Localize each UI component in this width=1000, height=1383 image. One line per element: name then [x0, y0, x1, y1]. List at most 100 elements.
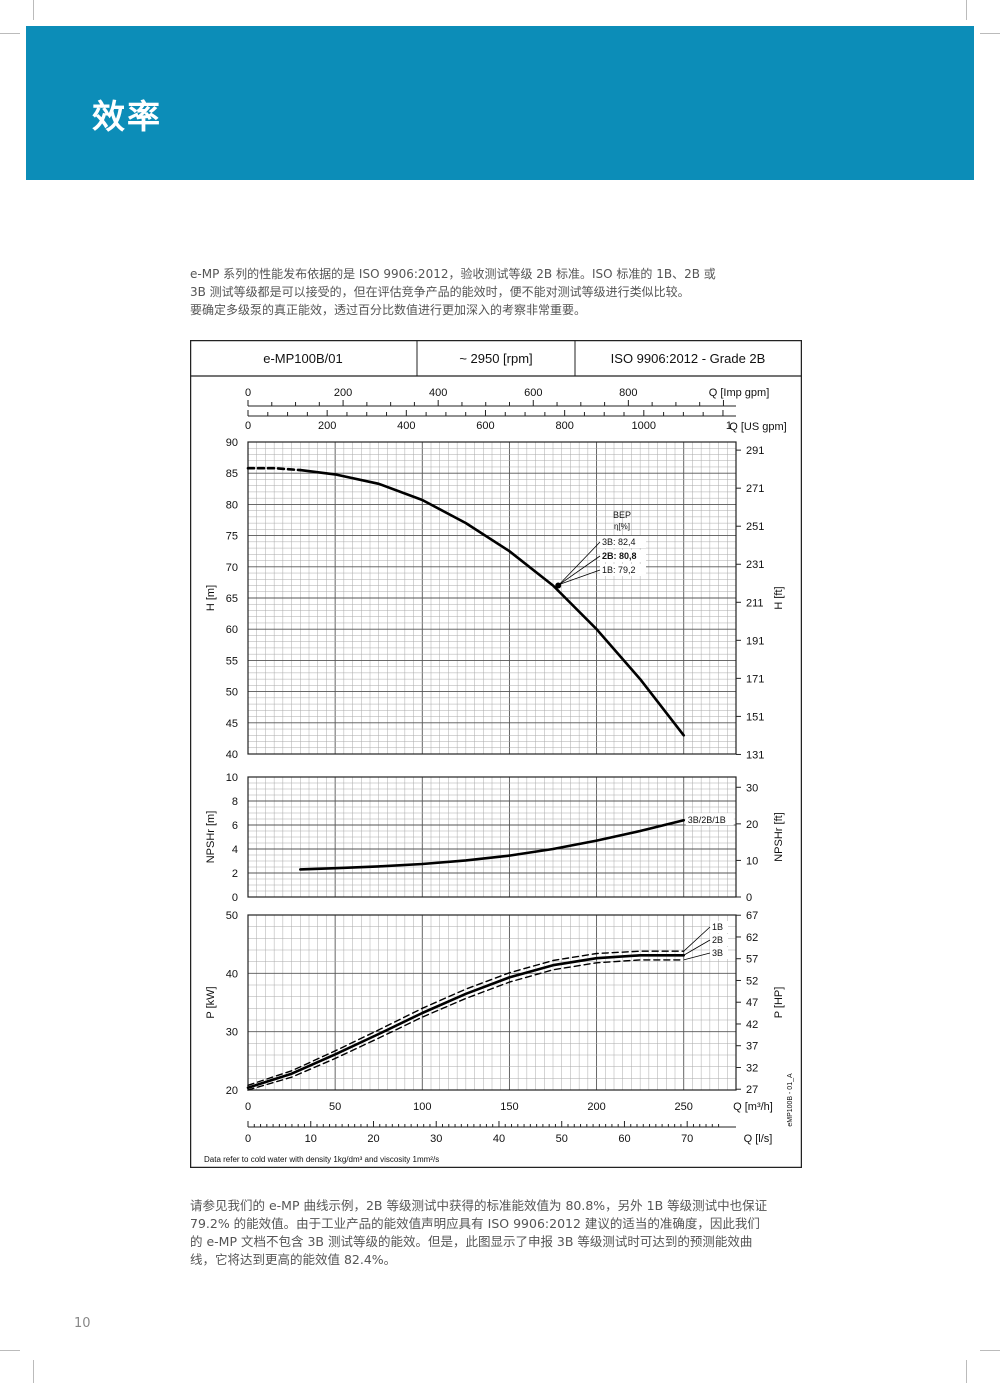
power-right-tick: 42 — [746, 1019, 758, 1031]
power-leader — [683, 952, 711, 961]
us-gpm-tick-label: 1 — [726, 420, 732, 432]
head-y-tick: 60 — [226, 624, 238, 636]
power-y-label-right: P [HP] — [773, 987, 785, 1019]
imp-gpm-tick-label: 600 — [524, 387, 542, 399]
bep-label: 1B: 79,2 — [602, 565, 636, 575]
pump-curve-svg: e-MP100B/01 ~ 2950 [rpm] ISO 9906:2012 - G… — [189, 339, 803, 1169]
bep-title: BEP — [613, 510, 631, 520]
npsh-y-tick: 2 — [232, 868, 238, 880]
ls-tick-label: 40 — [493, 1133, 505, 1145]
power-right-tick: 62 — [746, 932, 758, 944]
power-right-tick: 67 — [746, 910, 758, 922]
power-y-label: P [kW] — [205, 986, 217, 1018]
header-speed: ~ 2950 [rpm] — [459, 351, 532, 366]
npsh-y-label-right: NPSHr [ft] — [773, 812, 785, 862]
npsh-series-label: 3B/2B/1B — [688, 815, 726, 825]
head-right-tick: 231 — [746, 559, 764, 571]
ls-tick-label: 50 — [556, 1133, 568, 1145]
us-gpm-tick-label: 400 — [397, 420, 415, 432]
bep-label-bg — [600, 564, 646, 576]
bep-leader — [558, 541, 601, 585]
outro-line: 79.2% 的能效值。由于工业产品的能效值声明应具有 ISO 9906:2012… — [190, 1216, 760, 1231]
chart-frame — [189, 339, 803, 1169]
power-right-tick: 37 — [746, 1041, 758, 1053]
m3h-tick-label: 100 — [413, 1101, 431, 1113]
power-right-tick: 27 — [746, 1084, 758, 1096]
crop-mark — [33, 0, 34, 20]
intro-line: e-MP 系列的性能发布依据的是 ISO 9906:2012，验收测试等级 2B… — [190, 267, 716, 281]
power-label-bg — [710, 921, 728, 933]
imp-gpm-tick-label: 400 — [429, 387, 447, 399]
power-y-tick: 40 — [226, 968, 238, 980]
page-title: 效率 — [92, 97, 162, 136]
header-model: e-MP100B/01 — [263, 351, 343, 366]
head-y-tick: 50 — [226, 687, 238, 699]
head-y-tick: 80 — [226, 499, 238, 511]
power-y-tick: 30 — [226, 1027, 238, 1039]
power-series-label: 2B — [712, 935, 723, 945]
npsh-y-tick: 8 — [232, 796, 238, 808]
head-y-tick: 85 — [226, 468, 238, 480]
power-label-bg — [710, 934, 728, 946]
head-right-tick: 291 — [746, 445, 764, 457]
m3h-tick-label: 250 — [675, 1101, 693, 1113]
npsh-right-tick: 20 — [746, 819, 758, 831]
npsh-right-tick: 10 — [746, 855, 758, 867]
head-y-label: H [m] — [205, 585, 217, 611]
power-leader — [683, 939, 711, 956]
npsh-y-tick: 6 — [232, 820, 238, 832]
power-y-tick: 20 — [226, 1085, 238, 1097]
outro-line: 的 e-MP 文档不包含 3B 测试等级的能效。但是，此图显示了申报 3B 等级… — [190, 1234, 753, 1249]
us-gpm-tick-label: 800 — [555, 420, 573, 432]
npsh-curve — [299, 818, 685, 871]
bep-unit: η[%] — [614, 522, 630, 531]
head-right-tick: 211 — [746, 597, 764, 609]
m3h-tick-label: 50 — [329, 1101, 341, 1113]
power-series-label: 1B — [712, 922, 723, 932]
head-y-label-right: H [ft] — [773, 586, 785, 609]
head-plot-border — [247, 441, 737, 755]
crop-mark — [980, 1350, 1000, 1351]
power-right-tick: 32 — [746, 1062, 758, 1074]
ls-tick-label: 10 — [305, 1133, 317, 1145]
bep-label-bg — [600, 550, 646, 562]
conclusion-paragraph: 请参见我们的 e-MP 曲线示例，2B 等级测试中获得的标准能效值为 80.8%… — [190, 1197, 830, 1269]
chart-code: eMP100B - 01_A — [787, 1073, 794, 1127]
ls-tick-label: 70 — [681, 1133, 693, 1145]
power-curve-2b — [246, 954, 685, 1089]
crop-mark — [980, 33, 1000, 34]
us-gpm-tick-label: 200 — [318, 420, 336, 432]
chart-footnote: Data refer to cold water with density 1k… — [204, 1155, 439, 1164]
us-gpm-tick-label: 600 — [476, 420, 494, 432]
ls-axis-label: Q [l/s] — [744, 1133, 773, 1145]
head-y-tick: 40 — [226, 749, 238, 761]
power-leader — [683, 926, 711, 952]
crop-mark — [33, 1360, 34, 1383]
outro-line: 请参见我们的 e-MP 曲线示例，2B 等级测试中获得的标准能效值为 80.8%… — [190, 1198, 768, 1213]
head-y-tick: 45 — [226, 718, 238, 730]
npsh-y-tick: 4 — [232, 844, 238, 856]
us-gpm-tick-label: 0 — [245, 420, 251, 432]
head-right-tick: 131 — [746, 749, 764, 761]
us-gpm-tick-label: 1000 — [632, 420, 656, 432]
bep-label: 2B: 80,8 — [602, 551, 637, 561]
outro-line: 线，它将达到更高的能效值 82.4%。 — [190, 1252, 397, 1267]
crop-mark — [0, 1350, 20, 1351]
head-right-tick: 171 — [746, 673, 764, 685]
head-y-tick: 55 — [226, 655, 238, 667]
crop-mark — [0, 33, 20, 34]
intro-paragraph: e-MP 系列的性能发布依据的是 ISO 9906:2012，验收测试等级 2B… — [190, 265, 810, 319]
power-y-tick: 50 — [226, 910, 238, 922]
head-y-tick: 65 — [226, 593, 238, 605]
head-right-tick: 271 — [746, 483, 764, 495]
npsh-plot-border — [247, 776, 737, 898]
ls-tick-label: 0 — [245, 1133, 251, 1145]
header-standard: ISO 9906:2012 - Grade 2B — [611, 351, 766, 366]
imp-gpm-tick-label: 0 — [245, 387, 251, 399]
pump-performance-chart: e-MP100B/01 ~ 2950 [rpm] ISO 9906:2012 - G… — [189, 339, 803, 1169]
head-curve — [246, 466, 302, 472]
ls-tick-label: 30 — [430, 1133, 442, 1145]
npsh-y-tick: 10 — [226, 772, 238, 784]
us-gpm-axis-label: Q [US gpm] — [729, 421, 786, 433]
ls-tick-label: 20 — [367, 1133, 379, 1145]
